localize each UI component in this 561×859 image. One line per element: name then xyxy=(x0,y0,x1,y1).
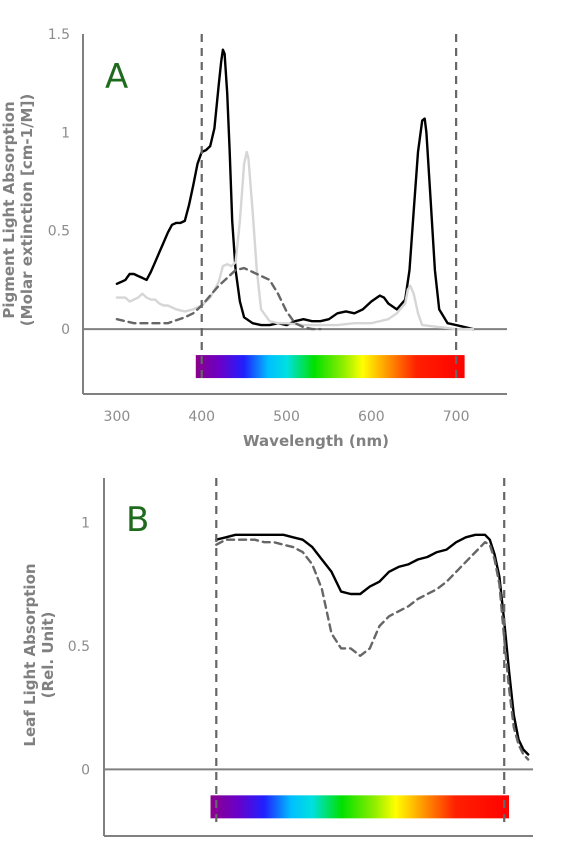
panel-a-xlabel: Wavelength (nm) xyxy=(243,432,389,450)
panel-a-x-tick-label: 500 xyxy=(273,409,300,425)
panel-a-x-tick-label: 700 xyxy=(443,409,470,425)
panel-a-y-tick-label: 1.5 xyxy=(48,27,70,43)
panel-a-x-tick-label: 300 xyxy=(104,409,131,425)
panel-b-series-1-line xyxy=(215,533,530,756)
panel-b-ylabel: Leaf Light Absorption (Rel. Unit) xyxy=(21,563,57,746)
panel-b-letter: B xyxy=(126,500,149,540)
panel-b-ylabel-line2: (Rel. Unit) xyxy=(39,612,57,699)
panel-a-plot: 0 0.5 1 1.5 300 400 500 600 700 xyxy=(48,27,507,425)
panel-a-y-tick-label: 1 xyxy=(61,125,70,141)
panel-b-y-tick-label: 1 xyxy=(81,515,90,531)
panel-b: B Leaf Light Absorption (Rel. Unit) 00.5… xyxy=(21,478,533,837)
panel-a-ylabel-line1: Pigment Light Absorption xyxy=(0,101,18,318)
panel-a-y-tick-label: 0.5 xyxy=(48,224,70,240)
panel-a-x-tick-label: 600 xyxy=(358,409,385,425)
panel-b-y-tick-label: 0 xyxy=(81,762,90,778)
panel-a-x-tick-label: 400 xyxy=(188,409,215,425)
panel-a-y-tick-label: 0 xyxy=(61,322,70,338)
panel-a-spectrum-bar xyxy=(195,355,465,379)
panel-b-series-2-line xyxy=(215,538,530,761)
panel-b-ylabel-line1: Leaf Light Absorption xyxy=(21,563,39,746)
panel-a-ylabel: Pigment Light Absorption (Molar extincti… xyxy=(0,94,36,326)
panel-b-y-tick-label: 0.5 xyxy=(68,639,90,655)
panel-a-letter: A xyxy=(105,57,128,97)
panel-a: A Pigment Light Absorption (Molar extinc… xyxy=(0,27,507,450)
panel-a-series-2-line xyxy=(115,150,475,331)
panel-b-plot: 00.51 xyxy=(68,478,533,837)
panel-a-series-3-line xyxy=(115,266,322,331)
panel-b-spectrum-bar xyxy=(210,795,510,819)
panel-a-ylabel-line2: (Molar extinction [cm-1/M]) xyxy=(18,94,36,326)
panel-a-series-1-line xyxy=(115,48,475,331)
